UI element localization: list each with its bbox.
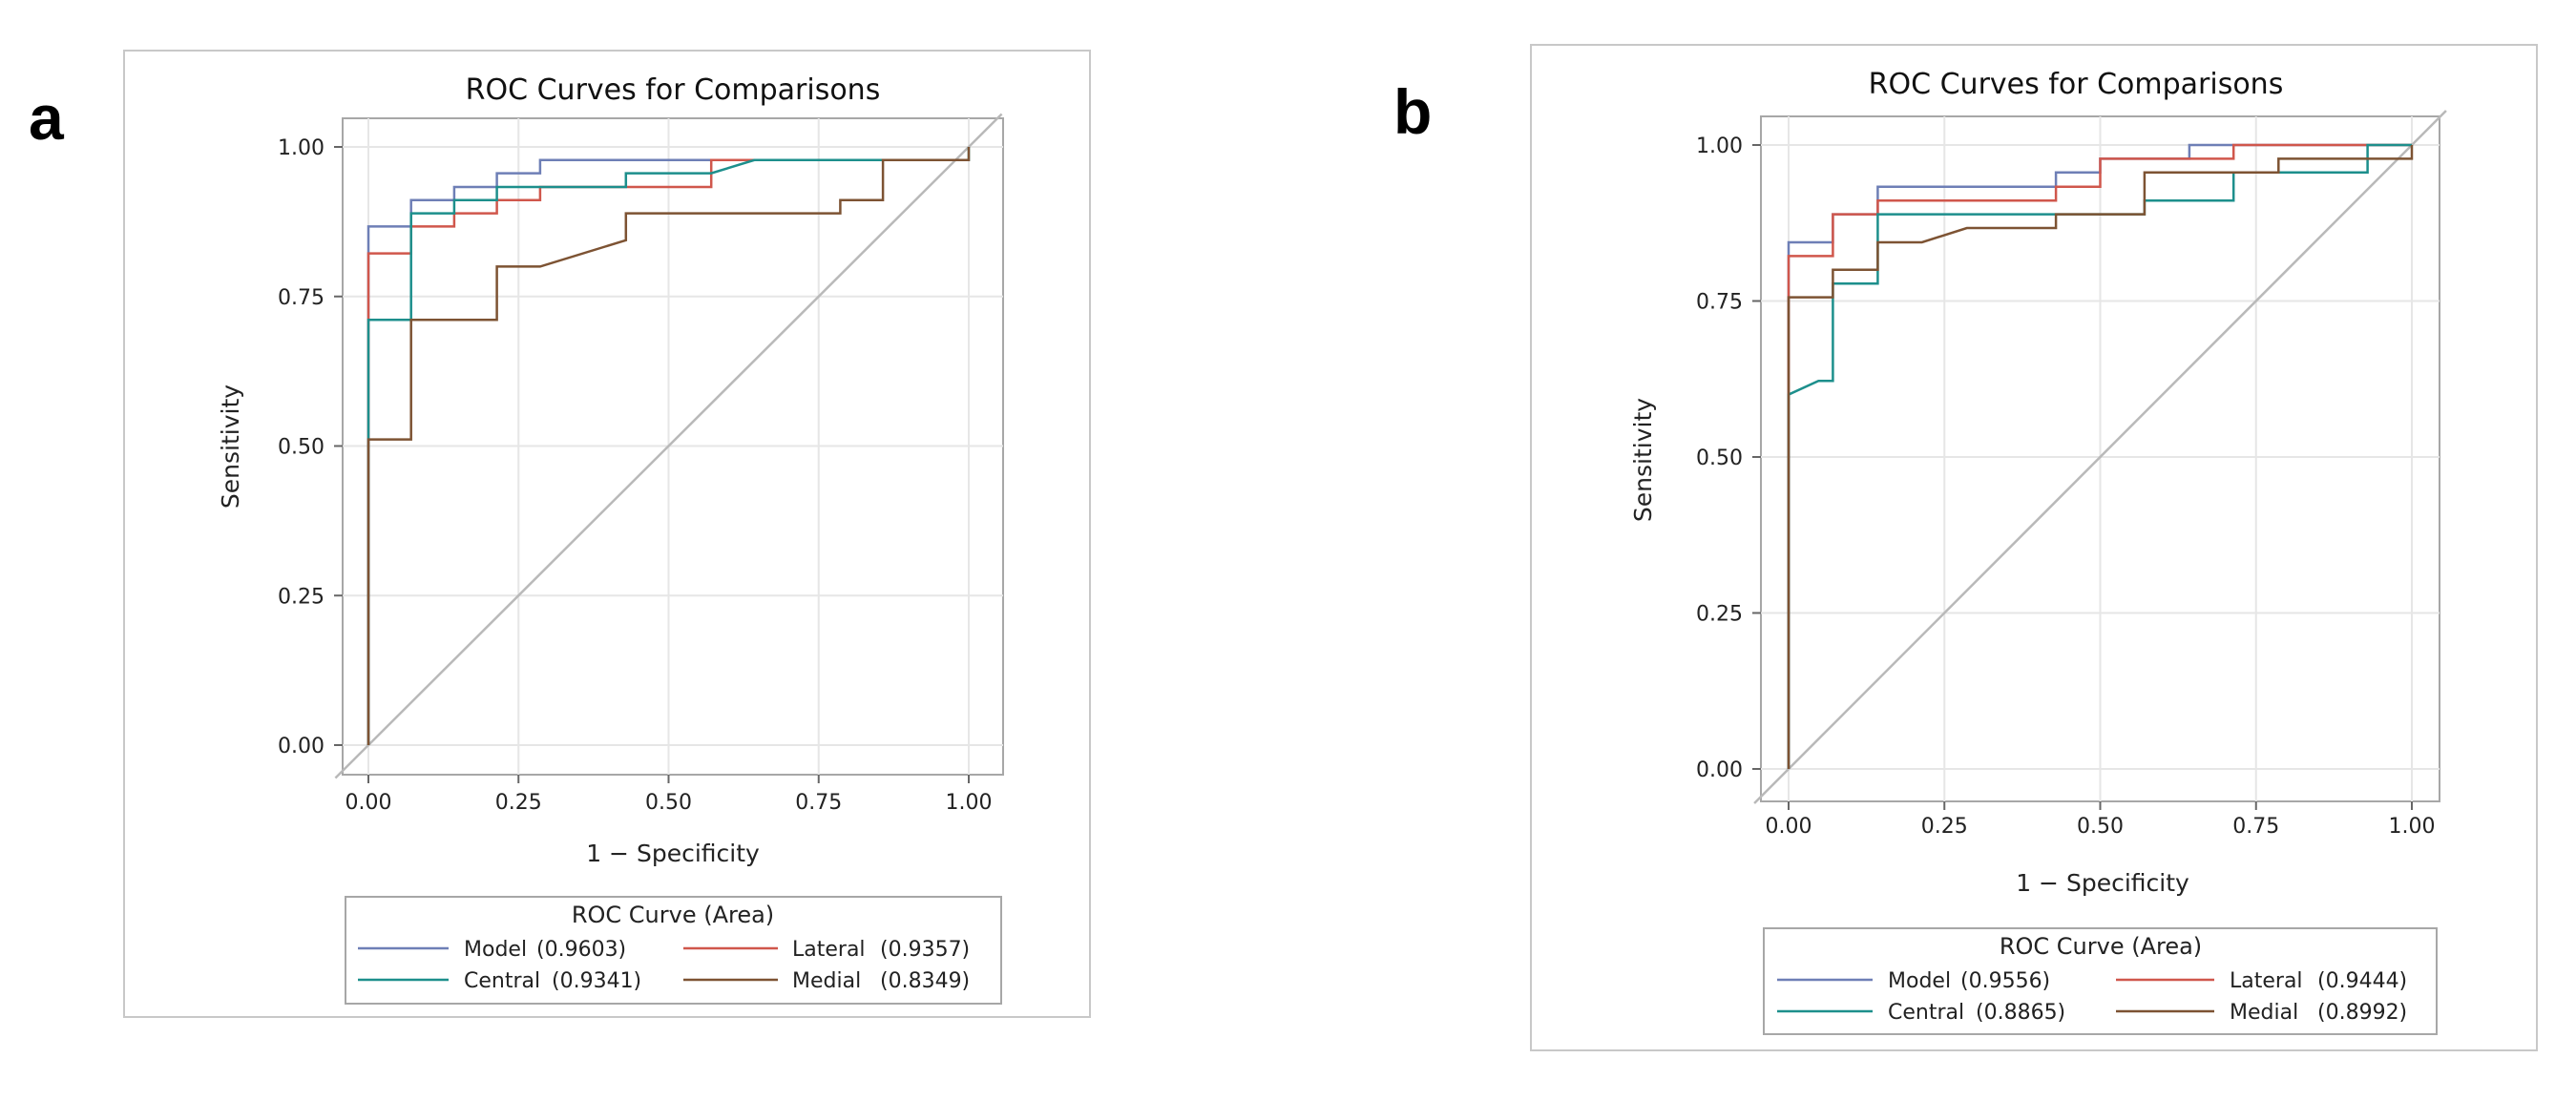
panel-a-legend: ROC Curve (Area) Model (0.9603) Lateral …	[345, 896, 1002, 1005]
panel-b-series	[1787, 143, 2414, 769]
panel-a-gridlines	[343, 118, 1003, 775]
x-tick-label: 0.75	[795, 791, 842, 815]
panel-b-reference-line	[1753, 110, 2447, 804]
x-tick-label: 1.00	[946, 791, 993, 815]
panel-b-legend: ROC Curve (Area) Model (0.9556) Lateral …	[1763, 927, 2438, 1035]
legend-label-model: Model	[464, 938, 527, 962]
roc-curve-medial	[367, 147, 971, 745]
panel-a-ticks	[334, 146, 970, 783]
legend-area-model: (0.9556)	[1960, 969, 2050, 993]
panel-b-y-tick-labels: 0.00 0.25 0.50 0.75 1.00	[1696, 135, 1743, 782]
legend-area-model: (0.9603)	[536, 938, 626, 962]
y-tick-label: 0.50	[278, 436, 325, 460]
y-tick-label: 0.75	[1696, 291, 1743, 315]
panel-b: b ROC Curves for Comparisons 0.00 0.25 0…	[1393, 44, 2538, 1051]
legend-label-central: Central	[1888, 1001, 1964, 1025]
panel-b-legend-box	[1763, 927, 2438, 1035]
panel-a: a ROC Curves for Comparisons 0.00 0.25 0…	[29, 50, 1091, 1018]
x-tick-label: 0.75	[2232, 815, 2279, 839]
panel-b-x-tick-labels: 0.00 0.25 0.50 0.75 1.00	[1766, 815, 2436, 839]
legend-area-medial: (0.8349)	[880, 969, 970, 993]
roc-curve-central	[367, 147, 971, 745]
x-tick-label: 0.25	[495, 791, 542, 815]
y-tick-label: 0.00	[278, 735, 325, 758]
legend-area-central: (0.8865)	[1976, 1001, 2065, 1025]
legend-area-lateral: (0.9357)	[880, 938, 970, 962]
panel-a-x-tick-labels: 0.00 0.25 0.50 0.75 1.00	[346, 791, 993, 815]
panel-a-y-tick-labels: 0.00 0.25 0.50 0.75 1.00	[278, 136, 325, 758]
panel-b-ticks	[1752, 144, 2413, 810]
panel-a-label: a	[29, 82, 65, 153]
panel-a-legend-title: ROC Curve (Area)	[572, 902, 774, 928]
legend-area-lateral: (0.9444)	[2317, 969, 2407, 993]
x-tick-label: 1.00	[2389, 815, 2436, 839]
x-tick-label: 0.00	[346, 791, 392, 815]
legend-area-central: (0.9341)	[552, 969, 641, 993]
roc-curve-medial	[1787, 145, 2414, 769]
roc-curve-model	[367, 158, 969, 745]
x-tick-label: 0.00	[1766, 815, 1812, 839]
x-tick-label: 0.50	[2077, 815, 2124, 839]
legend-label-medial: Medial	[792, 969, 861, 993]
legend-area-medial: (0.8992)	[2317, 1001, 2407, 1025]
panel-b-y-axis-label: Sensitivity	[1629, 398, 1657, 522]
panel-a-x-axis-label: 1 − Specificity	[586, 840, 760, 867]
panel-a-legend-box	[345, 896, 1002, 1005]
panel-b-title: ROC Curves for Comparisons	[1869, 68, 2284, 101]
y-tick-label: 0.75	[278, 286, 325, 310]
panel-a-reference-line	[334, 113, 1003, 779]
x-tick-label: 0.50	[645, 791, 692, 815]
panel-b-label: b	[1393, 76, 1432, 147]
panel-a-title: ROC Curves for Comparisons	[466, 73, 881, 107]
x-tick-label: 0.25	[1921, 815, 1968, 839]
legend-label-central: Central	[464, 969, 540, 993]
legend-label-lateral: Lateral	[792, 938, 866, 962]
legend-label-medial: Medial	[2230, 1001, 2298, 1025]
panel-b-legend-title: ROC Curve (Area)	[2000, 933, 2202, 960]
roc-curve-lateral	[1787, 143, 2412, 769]
y-tick-label: 1.00	[278, 136, 325, 160]
y-tick-label: 1.00	[1696, 135, 1743, 158]
panel-b-x-axis-label: 1 − Specificity	[2016, 869, 2189, 897]
y-tick-label: 0.00	[1696, 758, 1743, 782]
panel-a-series	[367, 147, 971, 745]
y-tick-label: 0.25	[278, 585, 325, 609]
y-tick-label: 0.25	[1696, 603, 1743, 627]
legend-label-lateral: Lateral	[2230, 969, 2303, 993]
y-tick-label: 0.50	[1696, 446, 1743, 470]
panel-a-y-axis-label: Sensitivity	[217, 384, 244, 508]
legend-label-model: Model	[1888, 969, 1951, 993]
